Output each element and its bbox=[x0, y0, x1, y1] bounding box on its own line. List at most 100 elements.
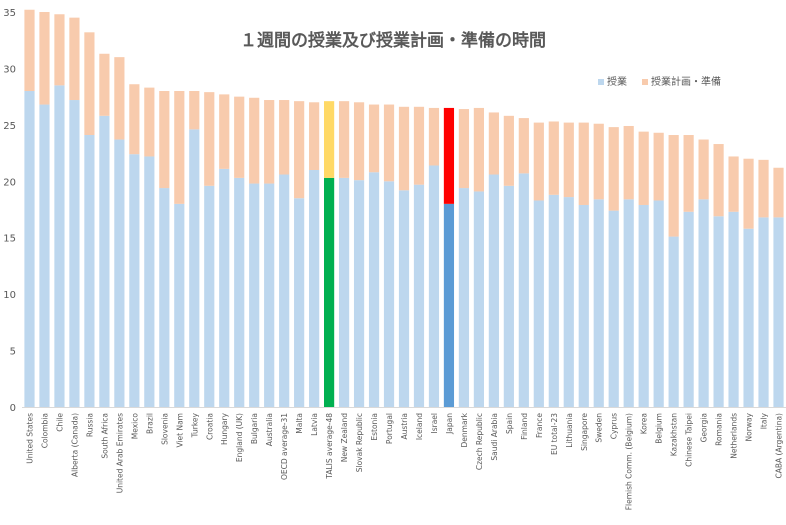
bar-preparation bbox=[144, 87, 155, 157]
bar-teaching bbox=[458, 188, 470, 407]
x-tick-label: England (UK) bbox=[235, 413, 244, 462]
bar-preparation bbox=[189, 91, 200, 130]
x-tick-label: United Arab Emirates bbox=[115, 413, 124, 493]
bar-preparation bbox=[338, 101, 350, 178]
bar-teaching bbox=[593, 199, 604, 407]
bar-preparation bbox=[24, 9, 35, 91]
bar-teaching bbox=[338, 177, 350, 407]
bar-preparation bbox=[279, 100, 290, 175]
y-tick-label: 10 bbox=[3, 290, 16, 301]
bar-teaching bbox=[114, 139, 125, 407]
bar-teaching bbox=[204, 185, 215, 407]
x-tick-label: Slovenia bbox=[160, 413, 169, 445]
y-tick-label: 35 bbox=[3, 8, 16, 19]
bar-teaching bbox=[563, 197, 574, 407]
bar-preparation bbox=[473, 107, 484, 192]
bar-preparation bbox=[398, 106, 410, 191]
bar-teaching bbox=[473, 191, 484, 407]
bar-teaching bbox=[758, 217, 769, 407]
bar-preparation bbox=[219, 94, 230, 169]
bar-preparation bbox=[234, 96, 245, 178]
x-tick-label: Malta bbox=[295, 413, 304, 434]
x-tick-label: Georgia bbox=[700, 413, 709, 442]
bar-teaching bbox=[518, 173, 529, 407]
bar-preparation bbox=[503, 115, 514, 186]
bar-teaching bbox=[413, 184, 425, 407]
x-tick-label: EU total-23 bbox=[550, 413, 559, 455]
x-tick-label: Spain bbox=[505, 413, 514, 434]
x-tick-label: Estonia bbox=[370, 413, 379, 441]
bar-preparation bbox=[39, 12, 50, 105]
x-tick-label: Romania bbox=[715, 413, 724, 446]
bar-preparation bbox=[578, 122, 589, 205]
bar-preparation bbox=[458, 109, 470, 189]
bar-teaching bbox=[159, 188, 170, 407]
bar-preparation bbox=[443, 107, 455, 204]
x-tick-label: Czech Republic bbox=[475, 413, 484, 470]
y-tick-label: 20 bbox=[3, 177, 16, 188]
x-tick-label: Korea bbox=[640, 413, 649, 434]
bar-preparation bbox=[383, 104, 395, 182]
bar-preparation bbox=[368, 104, 380, 173]
bar-preparation bbox=[743, 158, 754, 229]
bar-teaching bbox=[353, 180, 365, 407]
x-tick-label: Alberta (Canada) bbox=[70, 413, 79, 477]
x-tick-label: South Africa bbox=[100, 413, 109, 459]
bar-teaching bbox=[219, 168, 230, 407]
bar-preparation bbox=[668, 135, 679, 237]
bar-teaching bbox=[443, 203, 455, 407]
y-tick-label: 30 bbox=[3, 64, 16, 75]
bar-teaching bbox=[398, 190, 410, 407]
x-tick-label: Finland bbox=[520, 413, 529, 440]
bar-preparation bbox=[294, 101, 305, 199]
bar-teaching bbox=[189, 129, 200, 407]
bar-teaching bbox=[383, 181, 395, 407]
x-tick-label: Israel bbox=[430, 413, 439, 434]
bar-preparation bbox=[533, 122, 544, 201]
bar-preparation bbox=[773, 167, 784, 218]
bar-teaching bbox=[548, 194, 559, 407]
bar-preparation bbox=[638, 131, 649, 205]
x-tick-label: Sweden bbox=[595, 413, 604, 443]
bar-teaching bbox=[264, 183, 275, 407]
bar-preparation bbox=[518, 118, 529, 174]
x-tick-label: Austria bbox=[400, 413, 409, 440]
bar-teaching bbox=[638, 204, 649, 407]
x-tick-label: Portugal bbox=[385, 413, 394, 444]
x-tick-label: Australia bbox=[265, 413, 274, 446]
bar-teaching bbox=[623, 199, 634, 407]
bar-preparation bbox=[563, 122, 574, 198]
bar-preparation bbox=[488, 112, 499, 175]
bar-teaching bbox=[683, 211, 694, 407]
bar-teaching bbox=[324, 177, 335, 407]
bar-preparation bbox=[593, 123, 604, 200]
x-tick-label: Russia bbox=[85, 413, 94, 437]
x-tick-label: CABA (Argentina) bbox=[775, 413, 784, 479]
legend-swatch bbox=[598, 79, 604, 85]
bar-preparation bbox=[99, 53, 110, 116]
bar-preparation bbox=[249, 97, 260, 184]
bar-teaching bbox=[174, 203, 185, 407]
x-tick-label: Lithuania bbox=[565, 413, 574, 448]
bar-preparation bbox=[698, 139, 709, 200]
bar-preparation bbox=[204, 92, 215, 186]
x-tick-label: Brazil bbox=[145, 413, 154, 434]
bar-preparation bbox=[264, 100, 275, 184]
bar-teaching bbox=[488, 174, 499, 407]
bar-teaching bbox=[54, 85, 65, 407]
bar-preparation bbox=[413, 106, 425, 185]
x-tick-label: Bulgaria bbox=[250, 413, 259, 444]
x-tick-label: Iceland bbox=[415, 413, 424, 440]
x-tick-label: Turkey bbox=[190, 412, 199, 438]
bar-teaching bbox=[713, 216, 724, 407]
bar-preparation bbox=[728, 156, 739, 212]
x-tick-label: United States bbox=[25, 413, 34, 464]
x-tick-label: Chile bbox=[55, 413, 64, 432]
bar-preparation bbox=[653, 132, 664, 201]
bar-teaching bbox=[533, 200, 544, 407]
y-tick-label: 25 bbox=[3, 121, 16, 132]
bar-teaching bbox=[234, 177, 245, 407]
x-tick-label: Slovak Republic bbox=[355, 413, 364, 472]
x-tick-label: Belgium bbox=[655, 413, 664, 444]
